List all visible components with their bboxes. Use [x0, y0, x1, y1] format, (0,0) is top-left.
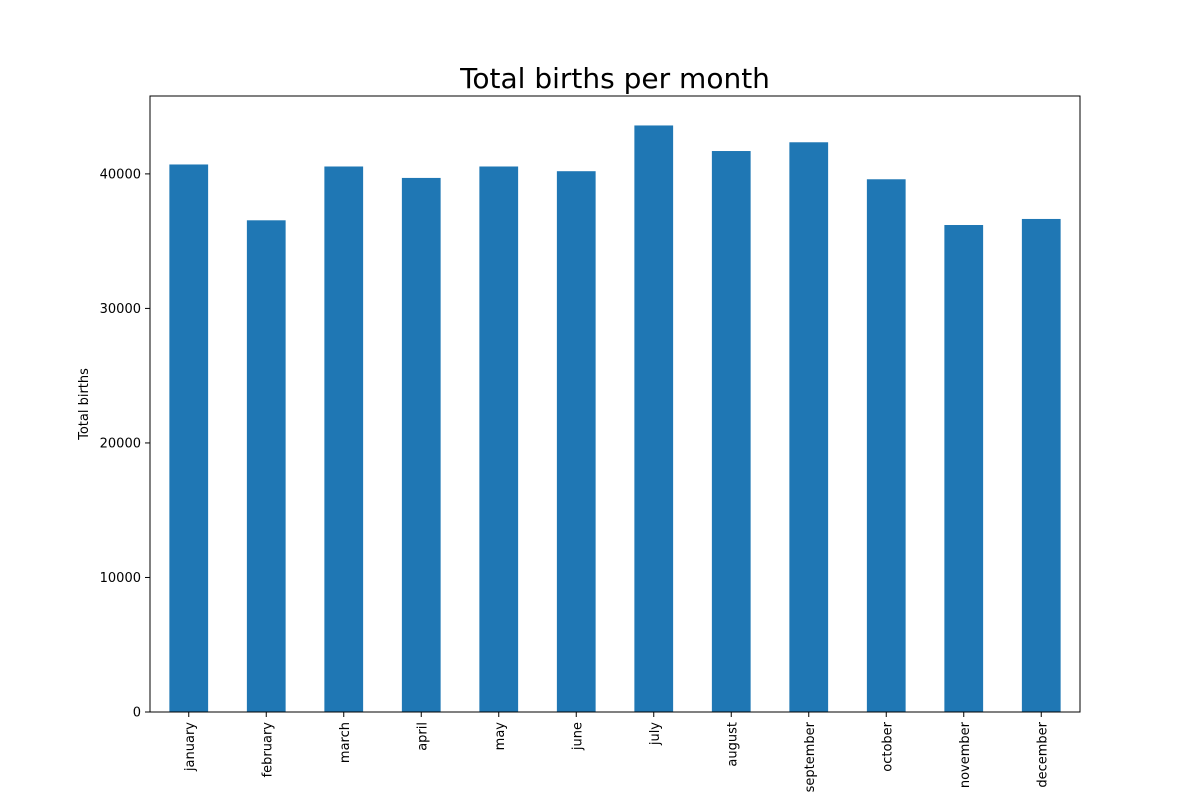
- y-axis-label: Total births: [77, 368, 92, 441]
- y-tick-label: 30000: [100, 302, 141, 317]
- x-tick-label: april: [415, 722, 430, 751]
- x-tick-label: february: [260, 722, 275, 778]
- bar-may: [479, 166, 519, 712]
- y-tick-label: 0: [133, 706, 141, 721]
- x-tick-label: november: [958, 721, 973, 788]
- bar-march: [324, 166, 364, 712]
- bar-september: [789, 142, 829, 713]
- x-axis-ticks: january february march april may june july augu…: [183, 712, 1050, 792]
- bar-february: [246, 220, 286, 713]
- x-tick-label: march: [338, 722, 353, 763]
- y-tick-label: 20000: [100, 436, 141, 451]
- bars-group: [169, 125, 1061, 713]
- bar-january: [169, 164, 209, 712]
- x-tick-label: december: [1035, 721, 1050, 787]
- x-tick-label: january: [183, 722, 198, 772]
- bar-august: [711, 151, 751, 713]
- chart-title: Total births per month: [459, 62, 770, 95]
- x-tick-label: june: [570, 722, 585, 751]
- y-tick-label: 40000: [100, 167, 141, 182]
- bar-june: [556, 171, 596, 713]
- bar-april: [401, 177, 441, 712]
- bar-october: [866, 179, 906, 712]
- x-tick-label: october: [880, 721, 895, 771]
- bar-november: [944, 225, 984, 712]
- bar-december: [1021, 218, 1061, 712]
- y-axis-ticks: 0 10000 20000 30000 40000: [100, 167, 150, 721]
- x-tick-label: july: [648, 722, 663, 746]
- x-tick-label: august: [725, 722, 740, 767]
- y-tick-label: 10000: [100, 571, 141, 586]
- x-tick-label: september: [803, 721, 818, 792]
- x-tick-label: may: [493, 722, 508, 751]
- bar-july: [634, 125, 674, 713]
- plot-frame: [149, 95, 1081, 713]
